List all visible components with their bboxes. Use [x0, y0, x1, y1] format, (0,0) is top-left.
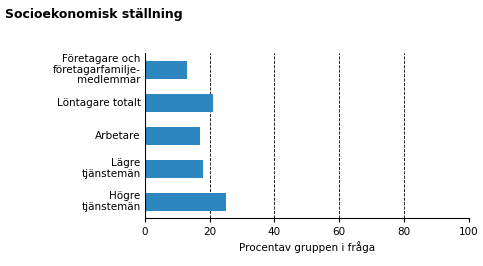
Bar — [145, 160, 203, 178]
Bar — [145, 193, 226, 211]
Bar — [145, 127, 200, 145]
Bar — [145, 94, 213, 112]
Bar — [145, 61, 187, 79]
Text: Socioekonomisk ställning: Socioekonomisk ställning — [5, 8, 183, 21]
X-axis label: Procentav gruppen i fråga: Procentav gruppen i fråga — [239, 241, 375, 253]
